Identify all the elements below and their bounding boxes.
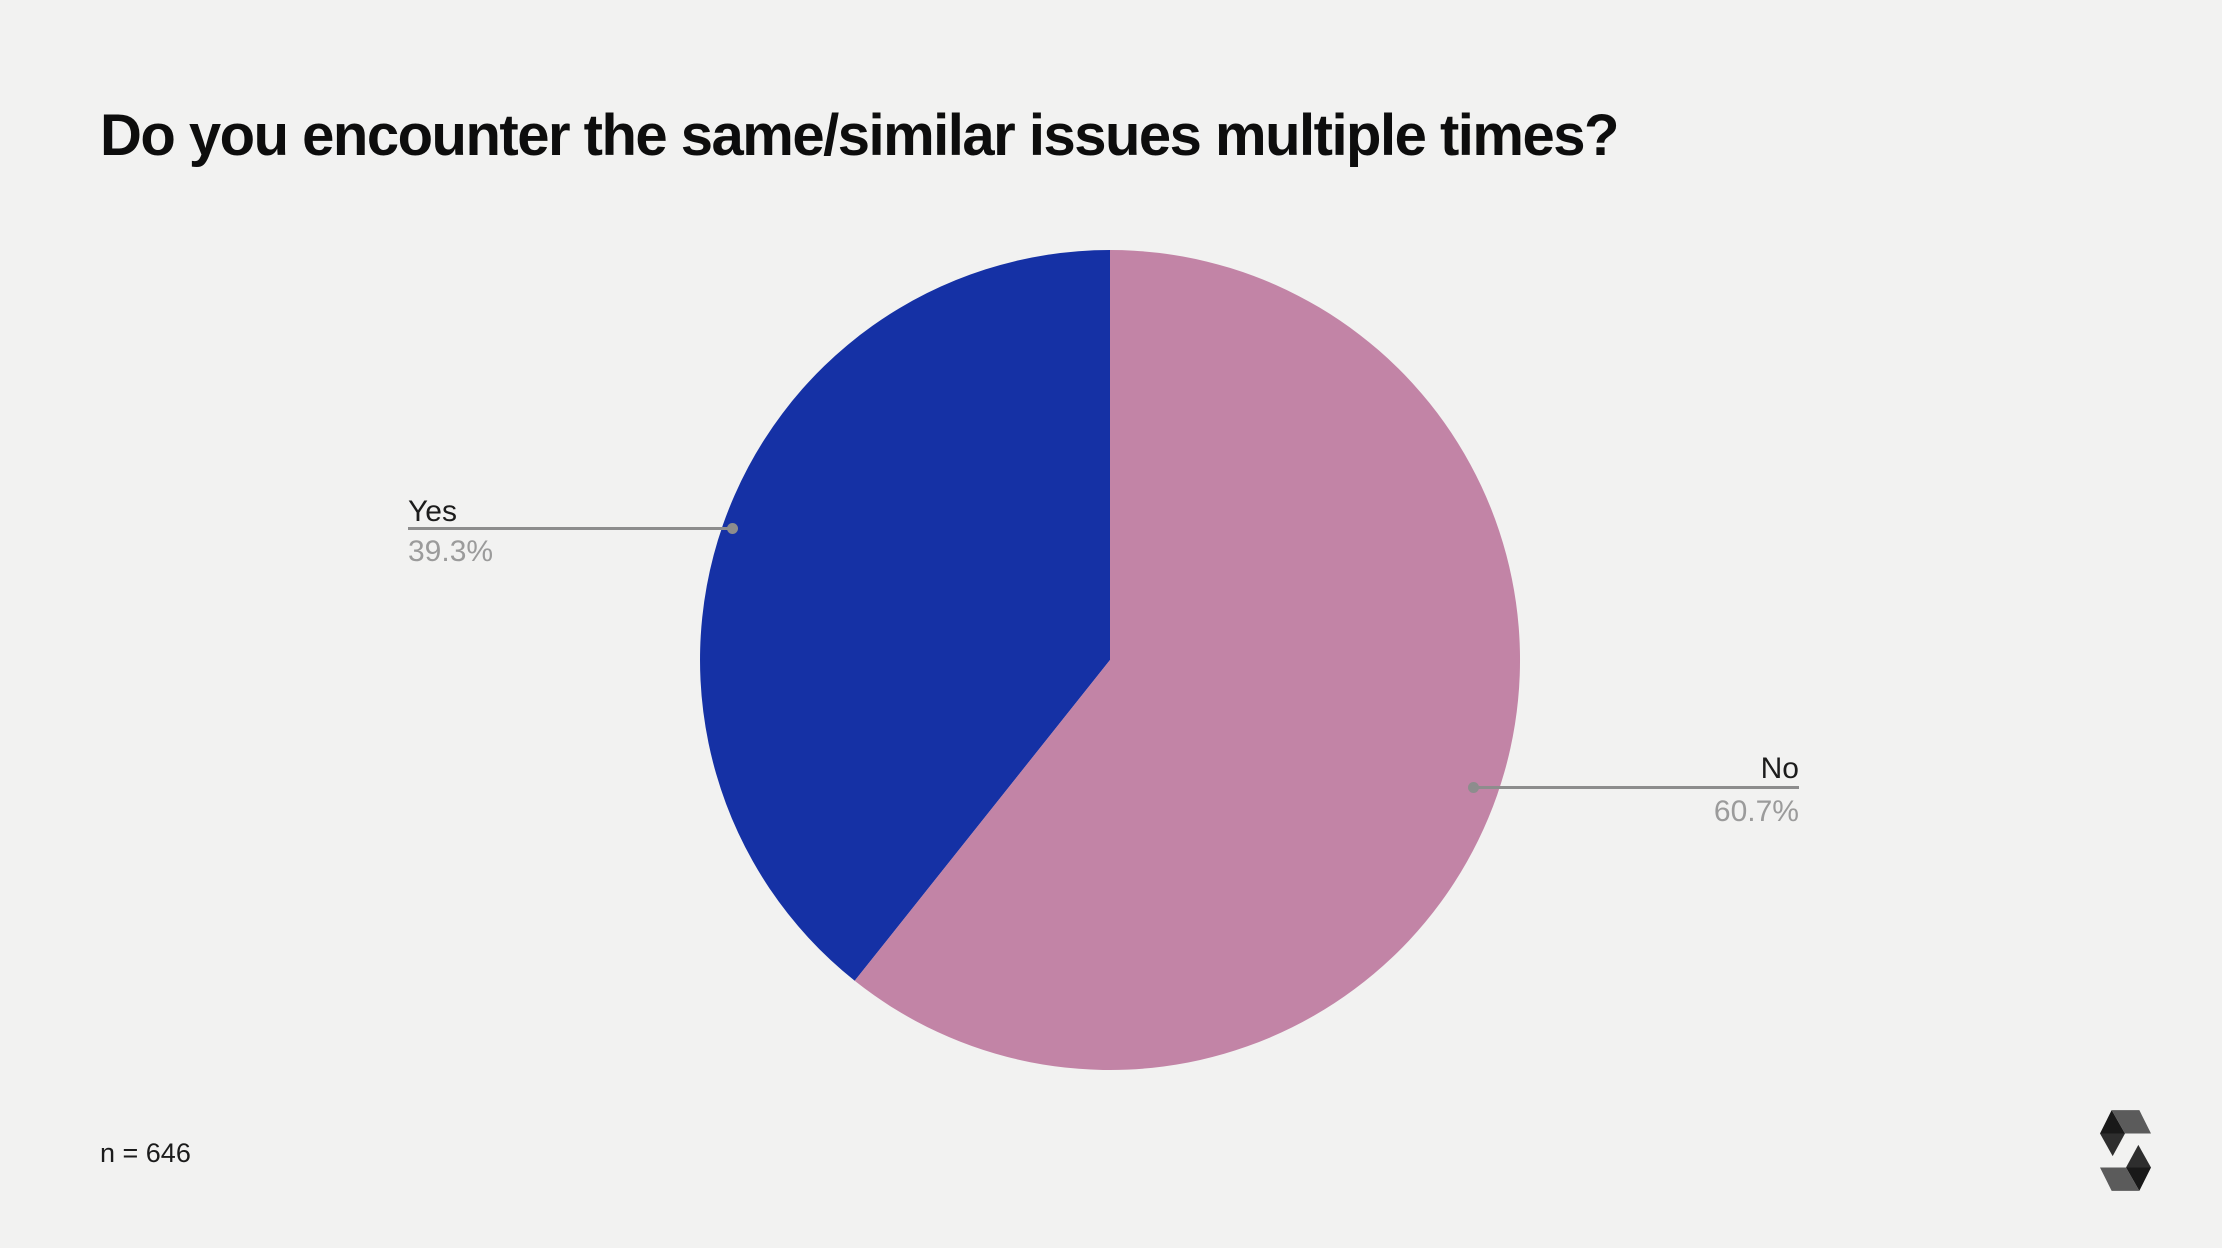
leader-line-no — [1473, 786, 1799, 789]
leader-line-yes — [408, 527, 733, 530]
slice-percentage-yes: 39.3% — [408, 535, 494, 568]
pie-slice-yes — [700, 250, 1110, 981]
leader-dot-no — [1468, 782, 1479, 793]
chart-title: Do you encounter the same/similar issues… — [100, 103, 1619, 168]
leader-dot-yes — [727, 523, 738, 534]
slice-label-no: No — [1760, 752, 1799, 785]
pie-slice-no — [854, 250, 1521, 1071]
slice-label-yes: Yes — [408, 495, 457, 528]
sample-size-label: n = 646 — [100, 1138, 191, 1168]
solidity-logo-icon — [2100, 1110, 2151, 1191]
slice-percentage-no: 60.7% — [1713, 795, 1799, 828]
